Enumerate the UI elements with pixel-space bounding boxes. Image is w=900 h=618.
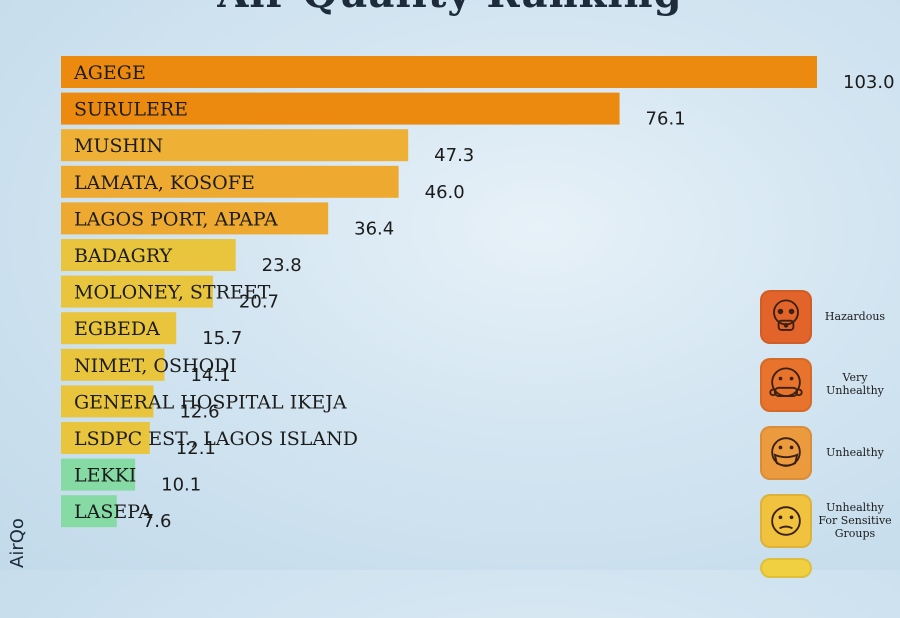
bar-lagos-port-apapa	[61, 202, 329, 235]
bar-egbeda	[61, 312, 177, 345]
bar-lsdpc-est-lagos-island	[61, 422, 150, 454]
value-label: 7.6	[143, 511, 172, 532]
bar-label: AGEGE	[73, 62, 146, 84]
value-label: 12.6	[179, 401, 219, 422]
bar-general-hospital-ikeja	[61, 385, 154, 418]
legend-item-very-unhealthy: Very Unhealthy	[755, 356, 900, 418]
sad-face-icon	[760, 494, 812, 548]
value-label: 12.1	[176, 438, 216, 459]
bar-label: BADAGRY	[74, 245, 173, 267]
value-label: 103.0	[843, 72, 895, 93]
value-label: 23.8	[262, 255, 302, 276]
value-label: 15.7	[202, 328, 242, 349]
bar-label: LAGOS PORT, APAPA	[74, 208, 278, 230]
bar-agege	[61, 56, 817, 88]
bar-label: LEKKI	[74, 465, 136, 487]
value-label: 20.7	[239, 292, 279, 313]
legend-label: Very Unhealthy	[826, 371, 884, 397]
gas-mask-icon	[760, 290, 812, 344]
face-icon	[760, 558, 812, 578]
legend-label: Unhealthy	[826, 445, 884, 459]
bar-label: GENERAL HOSPITAL IKEJA	[74, 391, 347, 413]
value-label: 47.3	[434, 145, 474, 166]
legend-item-partial	[755, 556, 900, 618]
bar-mushin	[61, 129, 409, 162]
value-label: 46.0	[425, 182, 465, 203]
legend-item-sensitive-groups: Unhealthy For Sensitive Groups	[755, 492, 900, 554]
bar-label: NIMET, OSHODI	[74, 355, 237, 377]
legend-item-unhealthy: Unhealthy	[755, 424, 900, 486]
bar-label: EGBEDA	[74, 318, 160, 340]
legend-item-hazardous: Hazardous	[755, 288, 900, 350]
bar-label: LASEPA	[74, 501, 152, 523]
value-label: 10.1	[161, 475, 201, 496]
brand-logo-text: AirQo	[7, 518, 28, 568]
bar-nimet-oshodi	[61, 348, 165, 381]
bar-badagry	[61, 239, 236, 271]
bar-label: MUSHIN	[74, 135, 163, 157]
bar-lamata-kosofe	[61, 165, 399, 198]
legend-label: Unhealthy For Sensitive Groups	[818, 500, 892, 540]
bar-lasepa	[61, 495, 117, 528]
bar-label: LSDPC EST., LAGOS ISLAND	[74, 428, 358, 450]
value-label: 36.4	[354, 218, 394, 239]
bar-surulere	[61, 92, 620, 125]
bar-lekki	[61, 458, 136, 491]
masked-face-icon	[760, 426, 812, 480]
legend-label: Hazardous	[824, 309, 886, 323]
bar-label: MOLONEY, STREET	[74, 282, 271, 304]
bar-label: LAMATA, KOSOFE	[74, 172, 255, 194]
value-label: 76.1	[646, 109, 686, 130]
bar-label: SURULERE	[74, 99, 188, 121]
chart-title: Air Quality Ranking	[0, 0, 900, 17]
bar-moloney-street	[61, 275, 213, 308]
bar-chart: AGEGE 103.0 SURULERE 76.1 MUSHIN 47.3 LAMATA, …	[61, 56, 895, 532]
respirator-face-icon	[760, 358, 812, 412]
value-label: 14.1	[190, 365, 230, 386]
